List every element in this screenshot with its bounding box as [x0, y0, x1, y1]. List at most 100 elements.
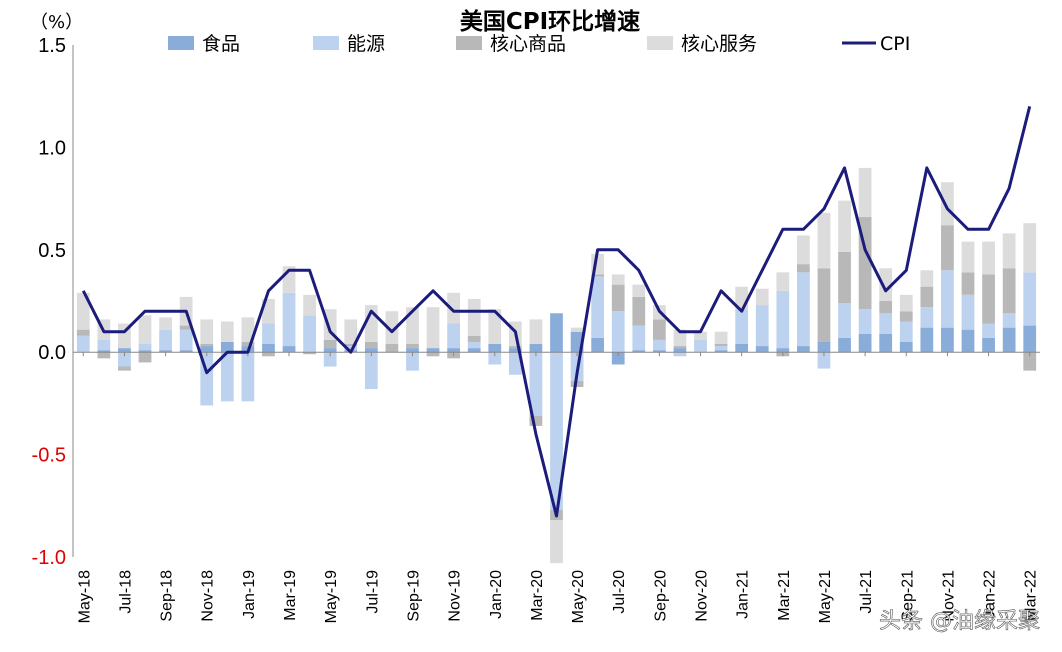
bar-segment: [1023, 223, 1037, 273]
bar-segment: [673, 346, 687, 349]
bar-segment: [632, 350, 646, 353]
x-tick-label: Jul-19: [364, 570, 381, 614]
bar-segment: [838, 337, 851, 353]
bar-segment: [220, 352, 234, 402]
bar-segment: [159, 317, 172, 330]
bar-segment: [591, 337, 605, 353]
bar-segment: [673, 352, 687, 357]
bar-segment: [282, 292, 296, 347]
bar-segment: [508, 352, 522, 375]
legend-swatch: [647, 36, 673, 50]
bar-segment: [97, 350, 111, 353]
bar-segment: [241, 317, 255, 342]
bar-segment: [220, 321, 234, 342]
bar-segment: [220, 341, 234, 353]
bar-segment: [941, 225, 954, 271]
bar-segment: [838, 200, 851, 252]
bar-segment: [735, 344, 749, 353]
legend-label: 能源: [347, 33, 385, 55]
bar-segment: [118, 366, 131, 371]
bar-segment: [694, 339, 707, 353]
bar-segment: [179, 325, 193, 330]
bar-segment: [488, 309, 502, 345]
bar-segment: [1002, 268, 1016, 314]
bar-segment: [385, 344, 399, 353]
bar-segment: [776, 272, 790, 291]
bar-segment: [467, 298, 481, 336]
bar-segment: [447, 292, 461, 324]
bar-segment: [652, 319, 666, 340]
bar-segment: [838, 251, 851, 304]
bar-segment: [97, 339, 111, 351]
bar-segment: [899, 294, 913, 312]
bar-segment: [76, 329, 90, 336]
bar-segment: [138, 344, 152, 351]
x-tick-label: Jul-18: [117, 570, 134, 614]
bar-segment: [961, 241, 975, 273]
bar-segment: [1002, 327, 1016, 353]
bar-segment: [200, 346, 214, 353]
bar-segment: [323, 339, 337, 349]
bar-segment: [797, 272, 810, 347]
bar-segment: [1023, 352, 1037, 371]
bar-segment: [755, 346, 769, 353]
x-tick-label: Jan-19: [241, 570, 258, 619]
bar-segment: [364, 348, 378, 353]
x-tick-label: Jul-20: [611, 570, 628, 614]
watermark: 头条 @油缘采聚: [879, 609, 1040, 634]
bar-segment: [344, 344, 358, 347]
bar-segment: [879, 313, 893, 334]
x-tick-label: Jan-22: [982, 570, 999, 619]
bar-segment: [982, 323, 995, 338]
bar-segment: [467, 341, 481, 349]
bar-segment: [961, 329, 975, 353]
bar-segment: [282, 346, 296, 353]
x-tick-label: May-21: [817, 570, 834, 623]
bar-segment: [200, 319, 214, 345]
bar-segment: [262, 344, 275, 353]
bar-segment: [632, 284, 646, 297]
bar-segment: [714, 331, 728, 345]
bar-segment: [941, 327, 954, 353]
bar-segment: [406, 348, 419, 353]
bar-segment: [364, 341, 378, 349]
bar-segment: [385, 311, 399, 345]
bar-segment: [241, 352, 255, 402]
bar-segment: [179, 350, 193, 353]
bar-segment: [899, 341, 913, 353]
bar-segment: [611, 352, 625, 365]
bar-segment: [76, 335, 90, 353]
bar-segment: [961, 294, 975, 330]
legend: 食品 能源 核心商品 核心服务 CPI: [168, 33, 910, 55]
bar-segment: [138, 352, 152, 363]
cpi-line: [81, 106, 1032, 518]
bars: [76, 167, 1037, 564]
bar-segment: [920, 327, 934, 353]
bar-segment: [303, 315, 316, 353]
x-tick-label: Nov-20: [694, 570, 711, 622]
bar-segment: [97, 352, 111, 359]
bar-segment: [611, 311, 625, 353]
bar-segment: [961, 272, 975, 295]
bar-segment: [323, 348, 337, 353]
bar-segment: [1002, 313, 1016, 328]
bar-segment: [426, 352, 440, 357]
bar-segment: [941, 270, 954, 328]
x-tick-label: May-18: [76, 570, 93, 623]
chart-title: 美国CPI环比增速: [460, 8, 640, 35]
bar-segment: [118, 352, 131, 367]
cpi-line-path: [81, 106, 1032, 518]
bar-segment: [797, 346, 810, 353]
bar-segment: [817, 341, 831, 353]
y-tick-label: 0.5: [38, 240, 66, 262]
bar-segment: [303, 294, 316, 316]
bar-segment: [262, 352, 275, 357]
bar-segment: [611, 274, 625, 285]
bar-segment: [611, 284, 625, 312]
bar-segment: [529, 319, 543, 345]
bar-segment: [838, 303, 851, 338]
y-tick-label: 1.5: [38, 35, 66, 57]
x-tick-label: Sep-20: [652, 570, 669, 622]
bar-segment: [262, 323, 275, 345]
